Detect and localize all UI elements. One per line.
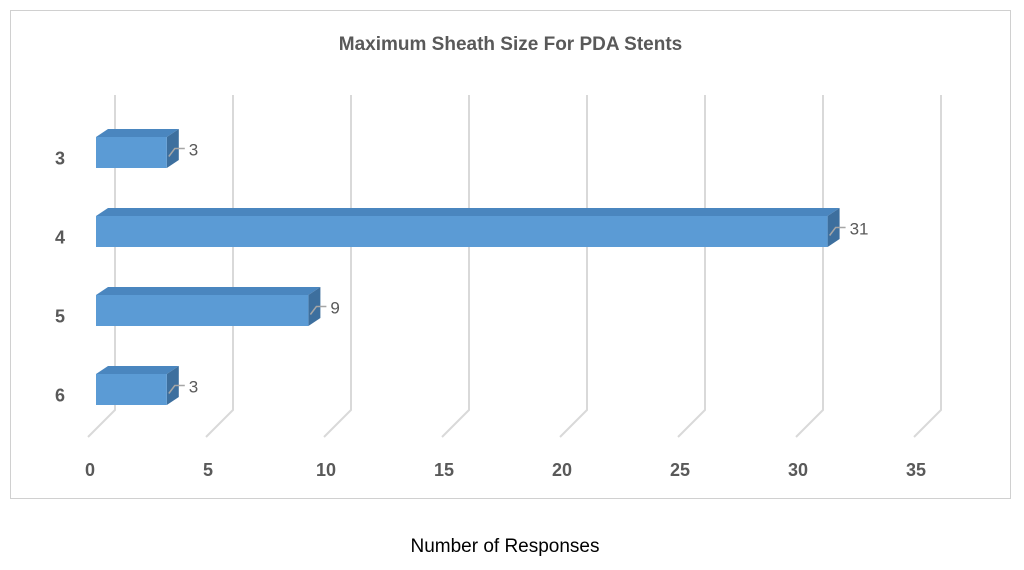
y-tick-label: 4 <box>55 228 65 248</box>
x-tick-label: 20 <box>552 460 572 480</box>
bar <box>96 295 309 326</box>
bar <box>96 374 167 405</box>
bar-top <box>96 129 179 137</box>
bar-side <box>166 366 179 405</box>
data-label: 9 <box>330 299 339 318</box>
x-tick-label: 15 <box>434 460 454 480</box>
bar-side <box>827 208 840 247</box>
gridline <box>795 95 824 438</box>
data-label-leader <box>828 226 846 236</box>
gridline <box>441 95 470 438</box>
gridline <box>559 95 588 438</box>
bar-top <box>96 208 840 216</box>
chart-frame <box>10 10 1011 499</box>
bar-top <box>96 366 179 374</box>
gridline <box>205 95 234 438</box>
data-label: 31 <box>850 220 869 239</box>
x-tick-label: 30 <box>788 460 808 480</box>
gridline <box>323 95 352 438</box>
data-label-leader <box>168 384 185 394</box>
x-tick-label: 5 <box>203 460 213 480</box>
bar-top <box>96 287 321 295</box>
gridline <box>677 95 706 438</box>
x-tick-label: 10 <box>316 460 336 480</box>
x-axis-label: Number of Responses <box>410 536 600 557</box>
data-label-leader <box>309 305 327 315</box>
x-tick-label: 35 <box>906 460 926 480</box>
bar <box>96 137 167 168</box>
gridline <box>913 95 942 438</box>
data-label: 3 <box>189 141 198 160</box>
gridline <box>87 95 116 438</box>
x-tick-label: 25 <box>670 460 690 480</box>
y-tick-label: 6 <box>55 386 65 406</box>
y-tick-label: 5 <box>55 307 65 327</box>
bar <box>96 216 828 247</box>
y-tick-label: 3 <box>55 149 65 169</box>
data-label-leader <box>168 147 185 157</box>
data-label: 3 <box>189 378 198 397</box>
x-tick-label: 0 <box>85 460 95 480</box>
chart-title: Maximum Sheath Size For PDA Stents <box>338 34 683 55</box>
bar-side <box>166 129 179 168</box>
bar-side <box>308 287 321 326</box>
